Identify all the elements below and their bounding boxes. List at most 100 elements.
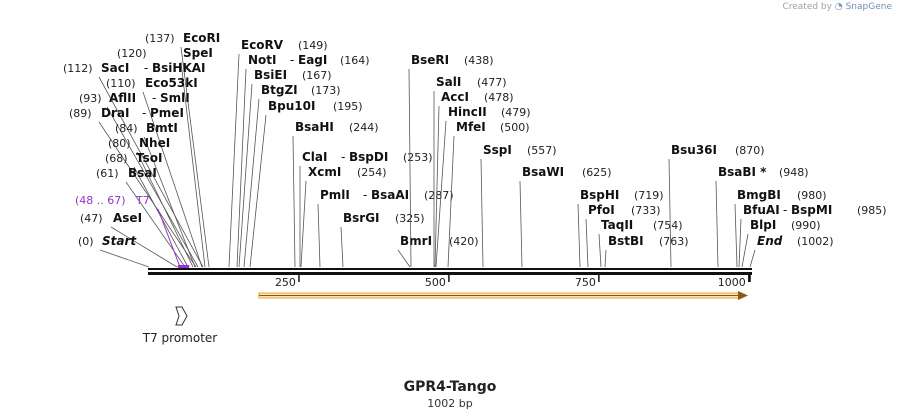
site-leader-line xyxy=(236,68,247,268)
site-position: (120) xyxy=(117,47,147,60)
site-position: (244) xyxy=(349,121,379,134)
site-sspi[interactable]: SspI (557) xyxy=(480,143,557,268)
site-leader-line xyxy=(180,61,206,268)
site-name: HincII xyxy=(448,105,487,119)
site-btgzi[interactable]: BtgZI (173) xyxy=(243,83,341,268)
site-leader-line xyxy=(317,203,321,268)
site-bsai[interactable]: BsaI (61) xyxy=(96,166,186,268)
site-bsphi[interactable]: BspHI (719) xyxy=(577,188,664,268)
site-position: (479) xyxy=(501,106,531,119)
ruler: 250 500 750 1000 xyxy=(275,275,751,289)
site-taqii[interactable]: TaqII (754) xyxy=(598,218,683,268)
site-bmgbi[interactable]: BmgBI (980) xyxy=(734,188,827,268)
site-bsawi[interactable]: BsaWI (625) xyxy=(519,165,612,268)
site-blpi[interactable]: BlpI (990) xyxy=(741,218,821,268)
site-leader-line xyxy=(734,203,738,268)
site-separator: - xyxy=(142,106,146,120)
site-name: NheI xyxy=(139,136,170,150)
site-leader-line xyxy=(136,151,194,268)
site-leader-line xyxy=(228,53,240,268)
site-bsahi[interactable]: BsaHI (244) xyxy=(292,120,379,268)
site-name: NotI xyxy=(248,53,277,67)
site-bsu36i[interactable]: Bsu36I (870) xyxy=(668,143,765,268)
site-bsabi[interactable]: BsaBI * (948) xyxy=(715,165,809,268)
dna-backbone xyxy=(148,268,752,275)
site-leader-line xyxy=(99,249,150,268)
site-leader-line xyxy=(738,218,742,268)
t7-promoter-feature[interactable]: T7 promoter xyxy=(142,306,218,345)
site-leader-line xyxy=(668,158,672,268)
site-name: BseRI xyxy=(411,53,449,67)
site-nhei[interactable]: NheI (80) xyxy=(108,136,194,268)
site-tsoi[interactable]: TsoI (68) xyxy=(105,151,189,268)
site-bsiei[interactable]: BsiEI (167) xyxy=(238,68,332,268)
site-ecori[interactable]: EcoRI (137) xyxy=(145,31,220,268)
site-eco53ki[interactable]: Eco53kI (110) xyxy=(106,76,203,268)
site-name: BsaHI xyxy=(295,120,334,134)
site-leader-line xyxy=(749,249,756,268)
site-hincii[interactable]: HincII (479) xyxy=(435,105,531,268)
site-aflii[interactable]: AflII - SmlI(93) xyxy=(79,91,199,268)
ruler-tick-label: 250 xyxy=(275,276,296,289)
site-bseri[interactable]: BseRI (438) xyxy=(408,53,494,268)
site-position: (325) xyxy=(395,212,425,225)
site-leader-line xyxy=(98,76,204,268)
site-leader-line xyxy=(435,120,447,268)
site-leader-line xyxy=(180,46,210,268)
site-clai[interactable]: ClaI - BspDI (253) xyxy=(299,150,433,267)
site-pfoi[interactable]: PfoI (733) xyxy=(585,203,661,268)
snapgene-credit: Created by ◔ SnapGene xyxy=(782,2,892,12)
site-ecorv[interactable]: EcoRV (149) xyxy=(228,38,328,268)
site-bsrgi[interactable]: BsrGI (325) xyxy=(340,211,425,268)
site-name: BspHI xyxy=(580,188,619,202)
site-name: BsaWI xyxy=(522,165,564,179)
site-bmri[interactable]: BmrI (420) xyxy=(397,234,479,268)
site-leader-line xyxy=(106,106,199,268)
site-bpu10i[interactable]: Bpu10I (195) xyxy=(249,99,363,268)
site-name: BsaI xyxy=(128,166,157,180)
site-noti[interactable]: NotI - EagI (164) xyxy=(236,53,370,268)
site-bfuai[interactable]: BfuAI - BspMI (985) xyxy=(738,203,887,268)
site-alt-name: BsaAI xyxy=(371,188,409,202)
site-name: SacI xyxy=(101,61,129,75)
site-bstbi[interactable]: BstBI (763) xyxy=(604,234,689,268)
site-leader-line xyxy=(480,158,484,268)
ruler-tick-label: 1000 xyxy=(718,276,746,289)
site-name: EcoRI xyxy=(183,31,220,45)
site-bmti[interactable]: BmtI (84) xyxy=(115,121,196,268)
site-name: AccI xyxy=(441,90,469,104)
site-saci[interactable]: SacI - BsiHKAI(112) xyxy=(63,61,206,268)
site-xcmi[interactable]: XcmI (254) xyxy=(300,165,387,268)
site-position: (254) xyxy=(357,166,387,179)
site-start[interactable]: Start (0) xyxy=(78,234,150,268)
site-acci[interactable]: AccI (478) xyxy=(434,90,514,268)
credit-brand: SnapGene xyxy=(845,2,892,12)
site-position: (980) xyxy=(797,189,827,202)
site-pmli[interactable]: PmlI - BsaAI (287) xyxy=(317,188,454,268)
site-leader-line xyxy=(397,249,411,268)
site-end[interactable]: End (1002) xyxy=(749,234,834,268)
site-leader-line xyxy=(243,98,260,268)
ruler-tick-label: 500 xyxy=(425,276,446,289)
map-subtitle: 1002 bp xyxy=(427,397,473,410)
site-name: BfuAI xyxy=(743,203,780,217)
site-mfei[interactable]: MfeI (500) xyxy=(447,120,530,268)
site-name: PmlI xyxy=(320,188,350,202)
ruler-tick-label: 750 xyxy=(575,276,596,289)
site-asei[interactable]: AseI (47) xyxy=(80,211,178,268)
site-drai[interactable]: DraI - PmeI (89) xyxy=(69,106,197,268)
site-alt-name: EagI xyxy=(298,53,327,67)
site-position: (195) xyxy=(333,100,363,113)
site-name: BlpI xyxy=(750,218,776,232)
site-spei[interactable]: SpeI (120) xyxy=(117,46,213,268)
site-position: (149) xyxy=(298,39,328,52)
site-position: (733) xyxy=(631,204,661,217)
site-leader-line xyxy=(142,91,203,268)
site-name: SalI xyxy=(436,75,461,89)
credit-prefix: Created by xyxy=(782,2,832,12)
site-sali[interactable]: SalI (477) xyxy=(433,75,507,267)
site-alt-name: BsiHKAI xyxy=(152,61,206,75)
backbone-top-strand xyxy=(148,268,752,270)
site-position: (68) xyxy=(105,152,128,165)
site-alt-name: PmeI xyxy=(150,106,184,120)
